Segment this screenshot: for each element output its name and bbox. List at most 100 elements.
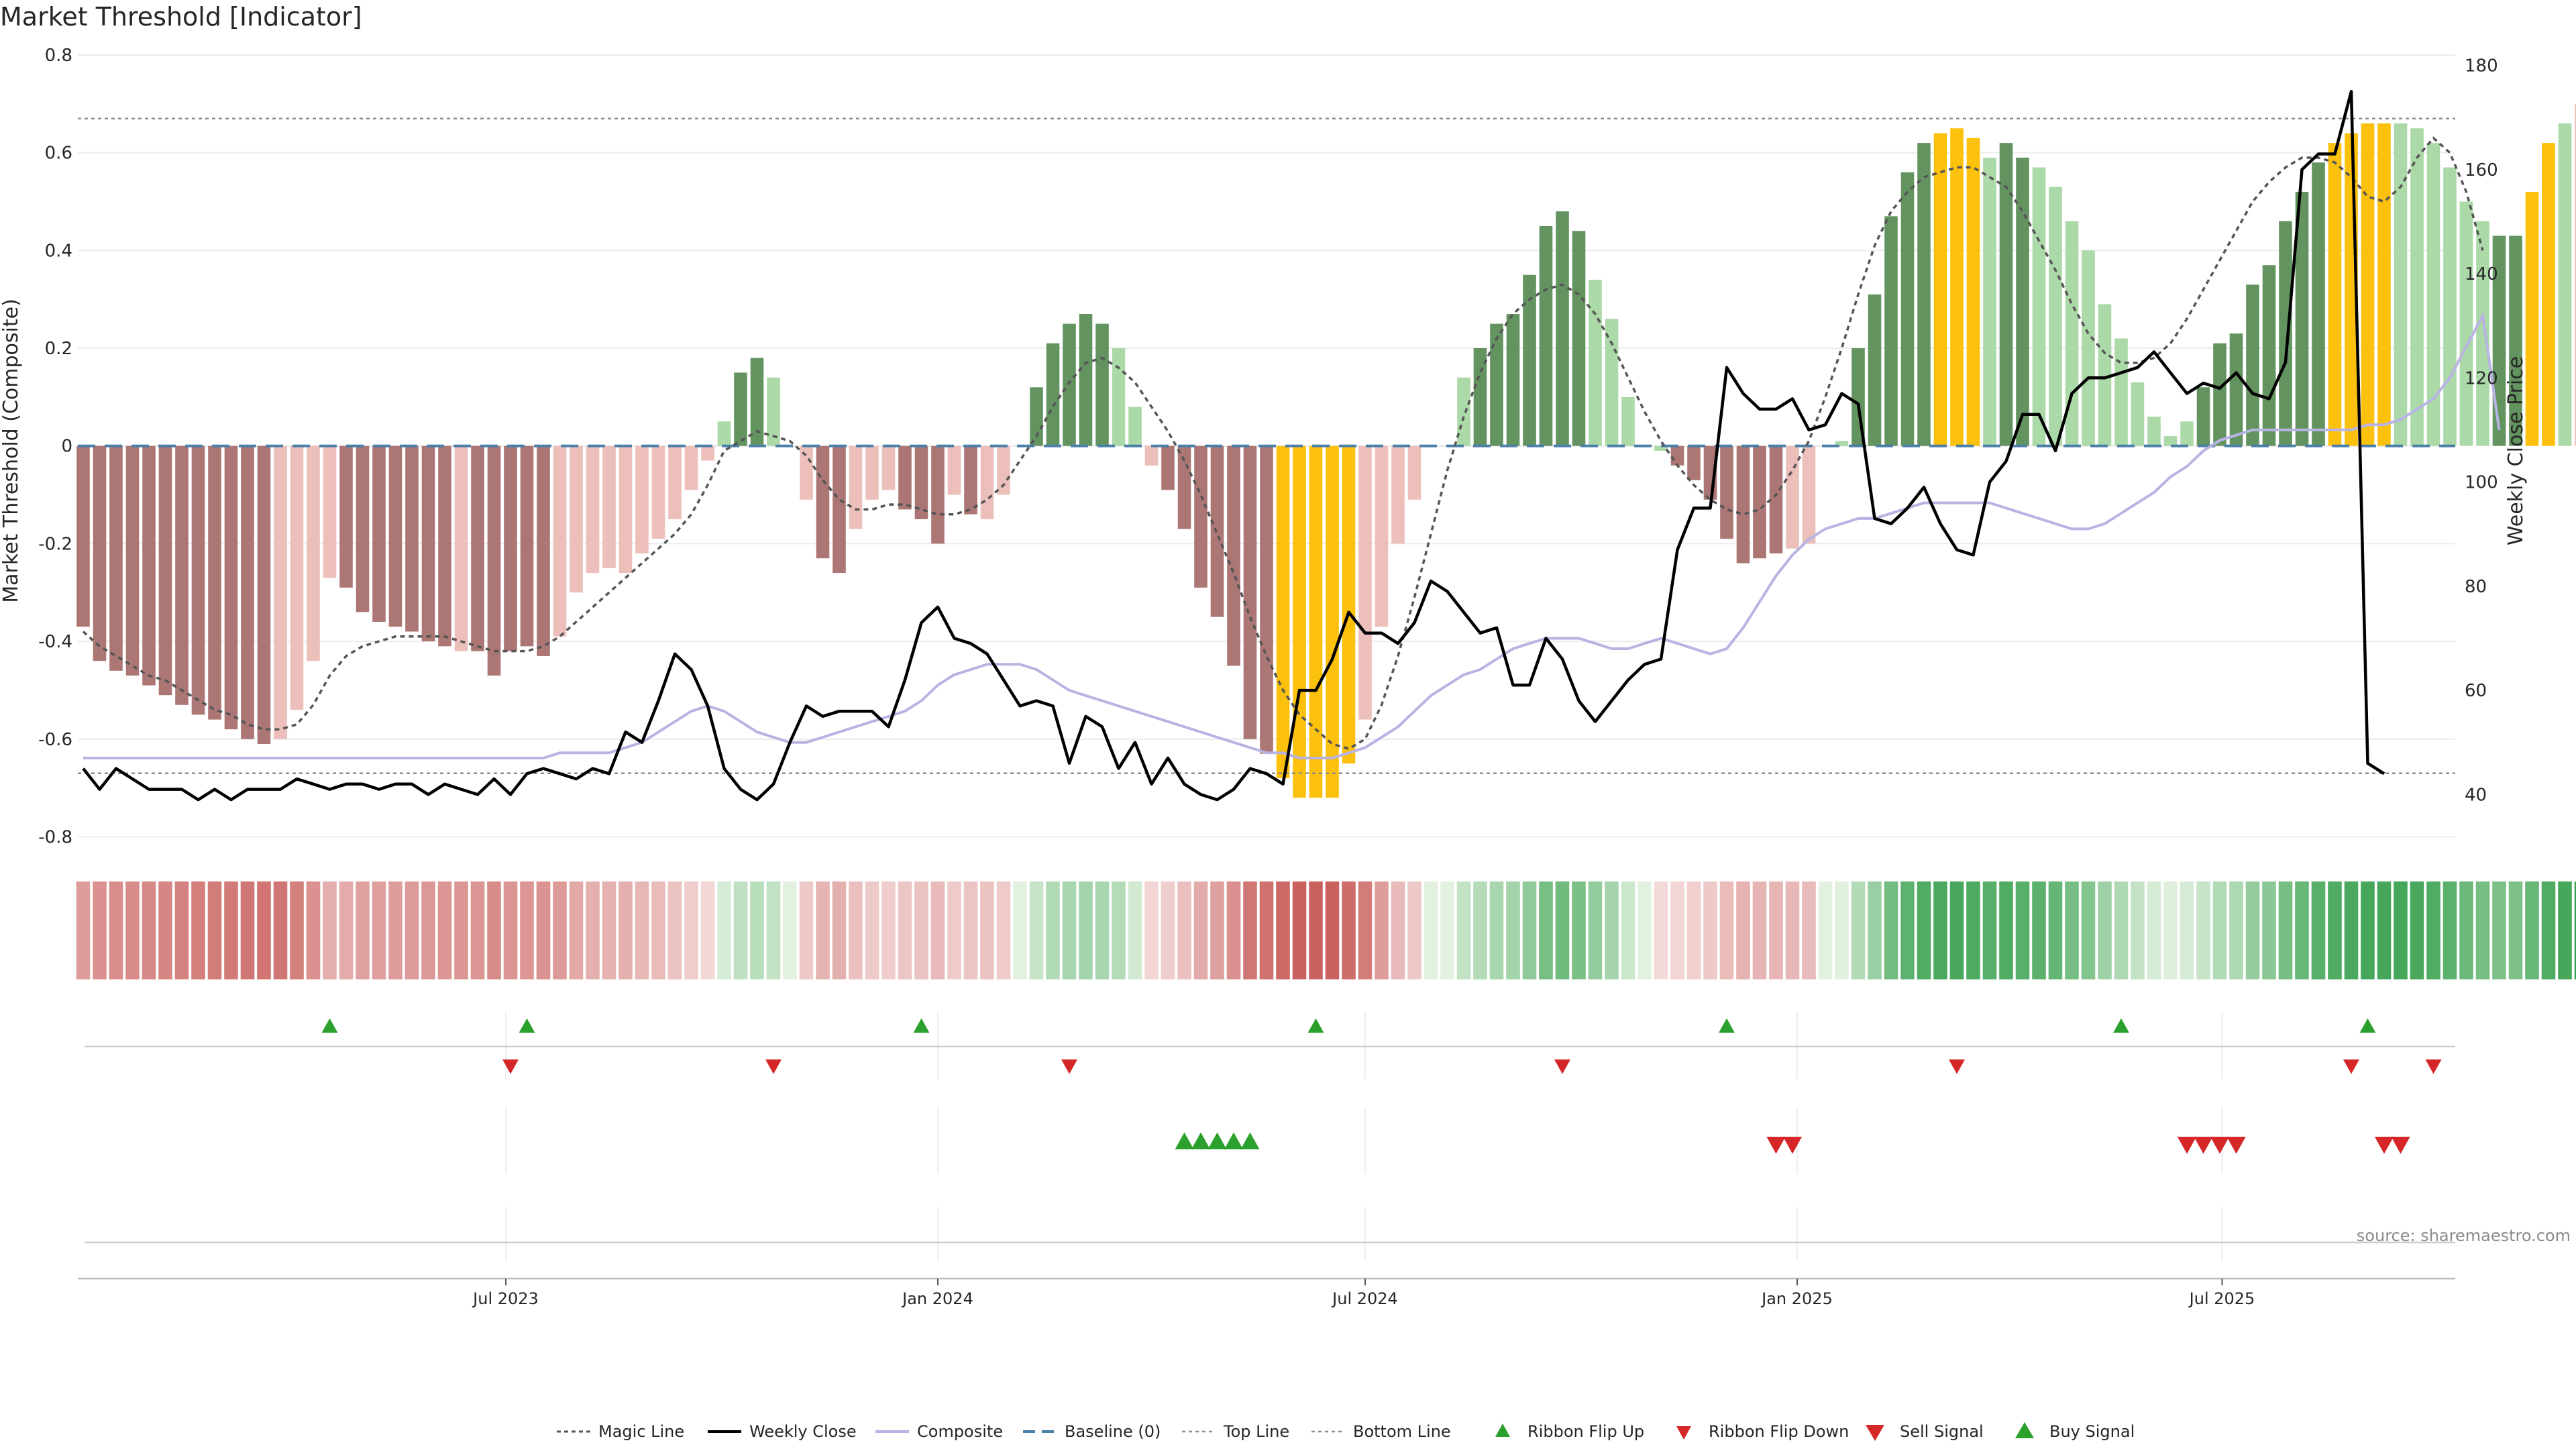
composite-bar xyxy=(1654,445,1668,451)
ribbon-cell xyxy=(832,881,847,979)
composite-bars xyxy=(76,103,2576,798)
ribbon-cell xyxy=(2377,881,2392,979)
ribbon-cell xyxy=(257,881,271,979)
legend-label: Buy Signal xyxy=(2049,1422,2135,1441)
ribbon-cell xyxy=(1177,881,1191,979)
composite-bar xyxy=(2082,250,2095,446)
composite-ribbon xyxy=(76,881,2576,979)
composite-bar xyxy=(2131,382,2145,446)
ribbon-cell xyxy=(109,881,123,979)
ribbon-cell xyxy=(1933,881,1947,979)
ribbon-cell xyxy=(520,881,534,979)
ribbon-cell xyxy=(1917,881,1931,979)
composite-bar xyxy=(1243,445,1257,739)
composite-bar xyxy=(1276,445,1290,779)
composite-bar xyxy=(2032,167,2046,446)
composite-bar xyxy=(750,358,764,446)
x-tick-label: Jan 2024 xyxy=(901,1289,973,1308)
legend-item-flip_down: Ribbon Flip Down xyxy=(1676,1422,1849,1441)
source-credit: source: sharemaestro.com xyxy=(2357,1226,2571,1245)
ribbon-cell xyxy=(667,881,682,979)
composite-bar xyxy=(1687,445,1701,480)
ribbon-cell xyxy=(1949,881,1964,979)
composite-bar xyxy=(1523,274,1536,446)
ribbon-cell xyxy=(2344,881,2359,979)
composite-bar xyxy=(1095,323,1109,446)
buy-signal-marker xyxy=(1208,1132,1227,1150)
composite-bar xyxy=(1999,143,2013,446)
ribbon-cell xyxy=(1193,881,1208,979)
legend-label: Sell Signal xyxy=(1900,1422,1984,1441)
ribbon-cell xyxy=(1473,881,1487,979)
composite-bar xyxy=(931,445,945,544)
ribbon-cell xyxy=(898,881,912,979)
composite-bar xyxy=(2279,221,2292,446)
composite-bar xyxy=(142,445,156,686)
composite-bar xyxy=(865,445,879,500)
ribbon-cell xyxy=(2147,881,2161,979)
ribbon-cell xyxy=(503,881,518,979)
composite-bar xyxy=(1326,445,1339,798)
ribbon-cell xyxy=(733,881,748,979)
composite-bar xyxy=(2459,201,2473,446)
ribbon-flip-down-marker xyxy=(1061,1059,1077,1074)
ribbon-cell xyxy=(914,881,928,979)
ribbon-cell xyxy=(1013,881,1027,979)
composite-bar xyxy=(175,445,189,705)
ribbon-cell xyxy=(619,881,633,979)
ribbon-cell xyxy=(2475,881,2490,979)
composite-bar xyxy=(1835,441,1849,446)
legend-label: Magic Line xyxy=(598,1422,684,1441)
composite-bar xyxy=(1736,445,1750,564)
composite-bar xyxy=(93,445,107,661)
composite-bar xyxy=(125,445,140,676)
composite-bar xyxy=(1605,319,1619,446)
ribbon-cell xyxy=(2180,881,2194,979)
ribbon-flip-up-marker xyxy=(321,1018,338,1033)
y2-tick-label: 120 xyxy=(2465,368,2498,388)
composite-bar xyxy=(800,445,813,500)
composite-bar xyxy=(537,445,550,656)
ribbon-cell xyxy=(1868,881,1882,979)
legend-item-bottom: Bottom Line xyxy=(1311,1422,1451,1441)
ribbon-cell xyxy=(1572,881,1586,979)
x-axis: Jul 2023 Jan 2024 Jul 2024 Jan 2025 Jul 2025 xyxy=(78,1277,2455,1308)
ribbon-cell xyxy=(1506,881,1520,979)
composite-bar xyxy=(2114,338,2128,446)
composite-line xyxy=(83,311,2501,759)
legend-item-close: Weekly Close xyxy=(708,1422,857,1441)
ribbon-cell xyxy=(470,881,485,979)
y-tick-label: 0.6 xyxy=(45,144,72,164)
composite-bar xyxy=(2229,333,2243,446)
ribbon-flip-up-marker xyxy=(1307,1018,1324,1033)
ribbon-flip-down-marker xyxy=(1949,1059,1965,1074)
ribbon-flip-up-marker xyxy=(2359,1018,2376,1033)
legend-label: Ribbon Flip Down xyxy=(1709,1422,1849,1441)
ribbon-cell xyxy=(1112,881,1126,979)
legend-item-buy: Buy Signal xyxy=(2015,1422,2135,1441)
ribbon-cell xyxy=(2196,881,2210,979)
composite-bar xyxy=(1572,231,1586,446)
legend-label: Top Line xyxy=(1223,1422,1289,1441)
ribbon-cell xyxy=(2426,881,2440,979)
composite-bar xyxy=(602,445,616,568)
y-tick-label: -0.8 xyxy=(38,827,72,847)
composite-bar xyxy=(767,377,780,446)
composite-bar xyxy=(1112,348,1126,446)
composite-bar xyxy=(980,445,994,519)
ribbon-cell xyxy=(2212,881,2227,979)
composite-bar xyxy=(290,445,304,710)
composite-bar xyxy=(1769,445,1783,553)
composite-bar xyxy=(2377,123,2391,446)
y2-tick-label: 60 xyxy=(2465,681,2487,701)
ribbon-cell xyxy=(290,881,304,979)
composite-bar xyxy=(2312,162,2325,446)
chart-title: Market Threshold [Indicator] xyxy=(0,2,362,32)
composite-bar xyxy=(1161,445,1175,490)
legend-swatch xyxy=(1866,1425,1884,1441)
composite-bar xyxy=(1539,225,1553,446)
ribbon-cell xyxy=(1999,881,2013,979)
ribbon-cell xyxy=(1654,881,1668,979)
composite-bar xyxy=(2542,143,2555,446)
